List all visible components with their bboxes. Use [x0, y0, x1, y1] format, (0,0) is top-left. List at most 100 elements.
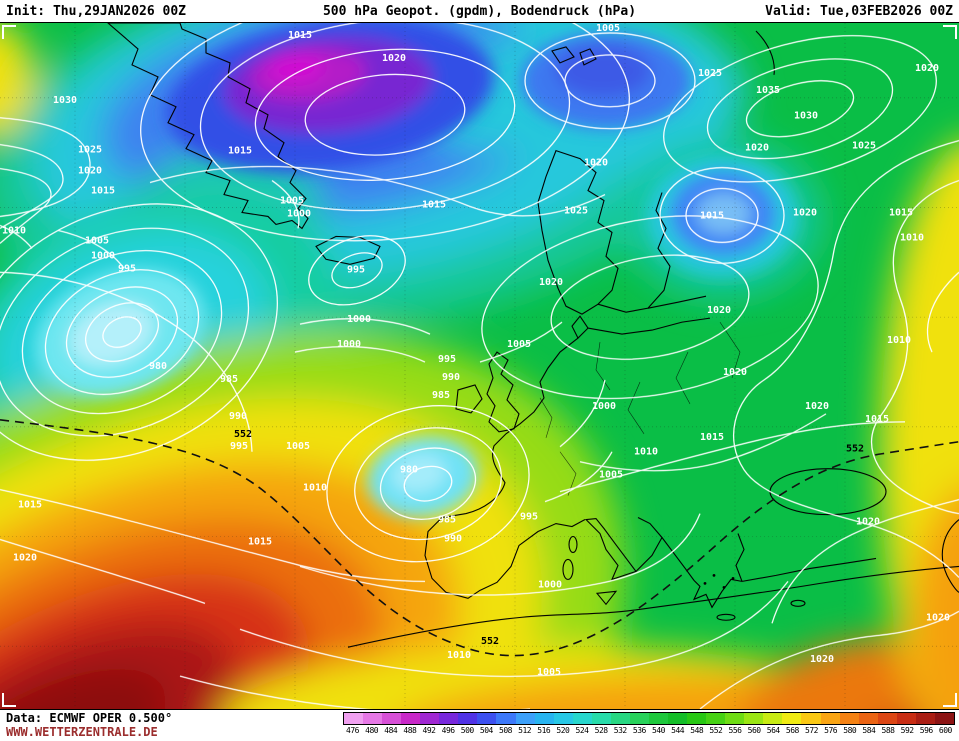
isobar-label: 980 — [400, 465, 418, 476]
isobar-label: 1010 — [2, 225, 26, 236]
legend-color-cell — [725, 713, 745, 724]
legend-value: 592 — [900, 726, 914, 735]
legend-bar — [342, 712, 955, 725]
thickness-labels: 552 552 552 — [234, 429, 864, 647]
isobar-label: 1015 — [18, 500, 42, 511]
isobar-label: 1020 — [539, 277, 563, 288]
legend-color-cell — [610, 713, 630, 724]
isobar-label: 1015 — [422, 199, 446, 210]
isobar-label: 1010 — [303, 483, 327, 494]
isobar-label: 990 — [229, 411, 247, 422]
legend-value: 528 — [594, 726, 608, 735]
isobar-label: 1020 — [78, 166, 102, 177]
legend-value: 492 — [422, 726, 436, 735]
country-borders — [539, 321, 741, 496]
legend-value: 564 — [766, 726, 780, 735]
legend-color-cell — [896, 713, 916, 724]
color-legend: 476 480 484 488 492 496 500 504 508 512 516 520 524 5… — [342, 712, 955, 735]
legend-value: 480 — [365, 726, 379, 735]
isobar-label: 1020 — [926, 612, 950, 623]
legend-color-cell — [648, 713, 669, 724]
legend-value: 484 — [384, 726, 398, 735]
isobar-label: 1000 — [287, 208, 311, 219]
isobar-label: 1015 — [700, 432, 724, 443]
corner-mark — [943, 693, 957, 708]
legend-color-cell — [496, 713, 516, 724]
legend-value: 556 — [728, 726, 742, 735]
legend-color-cell — [839, 713, 859, 724]
legend-value: 488 — [403, 726, 417, 735]
legend-value: 584 — [862, 726, 876, 735]
isobar-label: 1020 — [584, 158, 608, 169]
isobar-label: 1020 — [382, 53, 406, 64]
legend-color-cell — [877, 713, 897, 724]
legend-color-cell — [343, 713, 364, 724]
legend-value: 544 — [671, 726, 685, 735]
legend-color-cell — [858, 713, 878, 724]
map-title: 500 hPa Geopot. (gpdm), Bodendruck (hPa) — [322, 3, 637, 19]
legend-color-cell — [915, 713, 935, 724]
graticule — [0, 23, 959, 709]
isobar-label: 1005 — [286, 441, 310, 452]
legend-value: 504 — [479, 726, 493, 735]
legend-color-cell — [458, 713, 478, 724]
legend-color-cell — [439, 713, 459, 724]
isobar-label: 1020 — [723, 367, 747, 378]
isobar-label: 1020 — [13, 552, 37, 563]
legend-value: 536 — [632, 726, 646, 735]
legend-value: 580 — [843, 726, 857, 735]
legend-color-cell — [744, 713, 764, 724]
isobar-label: 995 — [347, 264, 365, 275]
corner-mark — [943, 24, 957, 39]
legend-color-cell — [820, 713, 840, 724]
isobar-label: 1005 — [85, 235, 109, 246]
isobar-label: 990 — [442, 372, 460, 383]
legend-value: 540 — [652, 726, 665, 735]
legend-value: 588 — [881, 726, 895, 735]
isobar-label: 1015 — [700, 210, 724, 221]
isobar-label: 1035 — [756, 85, 780, 96]
legend-value: 552 — [709, 726, 723, 735]
legend-value: 476 — [346, 726, 359, 735]
isobar-label: 1025 — [852, 141, 876, 152]
isobar-label: 1020 — [915, 63, 939, 74]
legend-color-cell — [382, 713, 402, 724]
isobar-label: 985 — [438, 515, 456, 526]
isobar-label: 1020 — [793, 207, 817, 218]
isobar-label: 1020 — [805, 401, 829, 412]
isobar-label: 1005 — [507, 339, 531, 350]
isobar-label: 1000 — [538, 579, 562, 590]
website-link[interactable]: WWW.WETTERZENTRALE.DE — [6, 724, 158, 739]
legend-color-cell — [782, 713, 802, 724]
legend-color-cell — [706, 713, 726, 724]
isobar-label: 1005 — [280, 195, 304, 206]
isobar-label: 1020 — [810, 654, 834, 665]
legend-color-cell — [668, 713, 688, 724]
legend-value: 596 — [919, 726, 933, 735]
legend-value: 532 — [613, 726, 627, 735]
isobar-label: 1020 — [707, 305, 731, 316]
isobar-label: 1020 — [856, 517, 880, 528]
isobar-label: 1010 — [634, 447, 658, 458]
isobar-label: 1025 — [78, 145, 102, 156]
isobar-label: 1000 — [337, 339, 361, 350]
init-time: Init: Thu,29JAN2026 00Z — [6, 3, 187, 19]
legend-value: 576 — [824, 726, 838, 735]
isobar-label: 1030 — [794, 111, 818, 122]
header-bar: Init: Thu,29JAN2026 00Z 500 hPa Geopot. … — [0, 0, 959, 22]
legend-value: 516 — [537, 726, 551, 735]
map-area: 1015 1020 1005 1025 1035 1030 1020 1030 1025 1020… — [0, 22, 959, 710]
legend-value: 512 — [518, 726, 532, 735]
isobar-label: 1005 — [596, 23, 620, 34]
geopotential-field-cores — [34, 23, 797, 518]
legend-value: 548 — [690, 726, 704, 735]
legend-value: 560 — [747, 726, 761, 735]
isobar-label: 995 — [520, 512, 538, 523]
legend-value: 496 — [441, 726, 455, 735]
isobar-labels: 1015 1020 1005 1025 1035 1030 1020 1030 1025 1020… — [2, 23, 950, 678]
isobar-label: 1010 — [900, 232, 924, 243]
isobar-label: 1025 — [564, 205, 588, 216]
legend-color-cell — [629, 713, 649, 724]
credits: Data: ECMWF OPER 0.500° WWW.WETTERZENTRA… — [6, 711, 335, 740]
